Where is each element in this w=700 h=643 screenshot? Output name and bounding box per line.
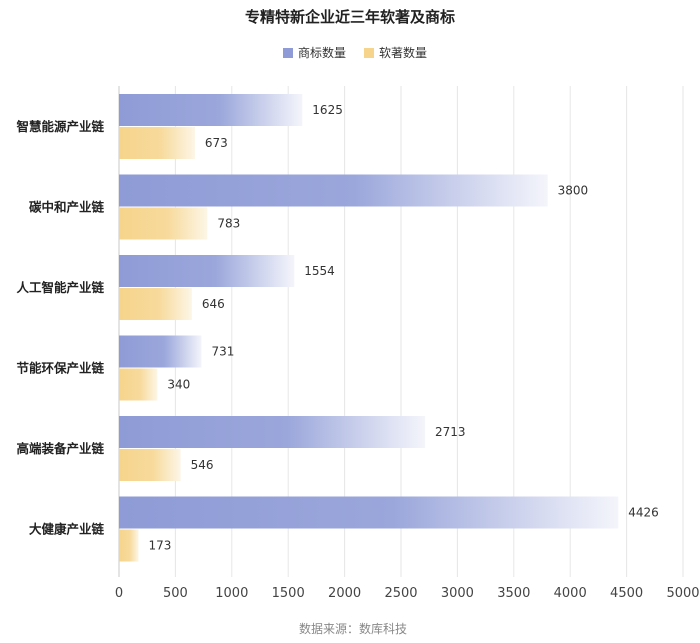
bar-software: [119, 127, 195, 159]
chart-title: 专精特新企业近三年软著及商标: [245, 8, 455, 26]
x-tick-label: 4500: [610, 586, 643, 601]
source-note: 数据来源：数库科技: [299, 621, 407, 636]
bar-trademark: [119, 255, 295, 287]
data-label-trademark: 4426: [628, 506, 659, 520]
bar-trademark: [119, 496, 619, 529]
legend: 商标数量 软著数量: [283, 45, 427, 60]
category-label: 人工智能产业链: [16, 280, 104, 295]
category-label: 大健康产业链: [29, 522, 105, 537]
x-tick-label: 5000: [666, 586, 699, 601]
x-tick-label: 2500: [384, 586, 417, 601]
data-label-trademark: 731: [211, 345, 234, 359]
data-label-software: 173: [149, 539, 172, 553]
bar-software: [119, 529, 139, 562]
category-label: 碳中和产业链: [29, 200, 105, 215]
bar-software: [119, 207, 208, 240]
bar-trademark: [119, 94, 303, 126]
x-tick-label: 1500: [272, 586, 305, 601]
bar-software: [119, 449, 181, 481]
x-axis-ticks: 0 500 1000 1500 2000 2500 3000 3500 4000 4500 5000: [115, 586, 700, 601]
bars: 1625 673 3800 783 1554 646 731 340 2713 546 4426 17…: [119, 94, 659, 562]
category-label: 高端装备产业链: [16, 441, 104, 456]
bar-software: [119, 368, 158, 401]
x-tick-label: 2000: [328, 586, 361, 601]
data-label-trademark: 2713: [435, 425, 466, 439]
x-tick-label: 0: [115, 586, 123, 601]
legend-swatch-software: [364, 48, 374, 58]
data-label-software: 546: [191, 458, 214, 472]
data-label-trademark: 1625: [312, 103, 343, 117]
data-label-trademark: 1554: [304, 264, 335, 278]
x-tick-label: 3000: [441, 586, 474, 601]
data-label-software: 646: [202, 297, 225, 311]
bar-trademark: [119, 174, 548, 207]
bar-trademark: [119, 335, 202, 368]
legend-label-software: 软著数量: [379, 45, 427, 60]
data-label-trademark: 3800: [558, 184, 589, 198]
x-tick-label: 1000: [215, 586, 248, 601]
x-tick-label: 3500: [497, 586, 530, 601]
gridlines: [118, 86, 684, 577]
legend-label-trademark: 商标数量: [298, 45, 346, 60]
x-tick-label: 4000: [554, 586, 587, 601]
x-tick-label: 500: [163, 586, 188, 601]
data-label-software: 340: [167, 378, 190, 392]
data-label-software: 673: [205, 136, 228, 150]
bar-trademark: [119, 416, 426, 448]
data-label-software: 783: [217, 217, 240, 231]
category-label: 节能环保产业链: [16, 361, 104, 376]
category-label: 智慧能源产业链: [15, 119, 104, 134]
legend-swatch-trademark: [283, 48, 293, 58]
bar-software: [119, 288, 192, 320]
